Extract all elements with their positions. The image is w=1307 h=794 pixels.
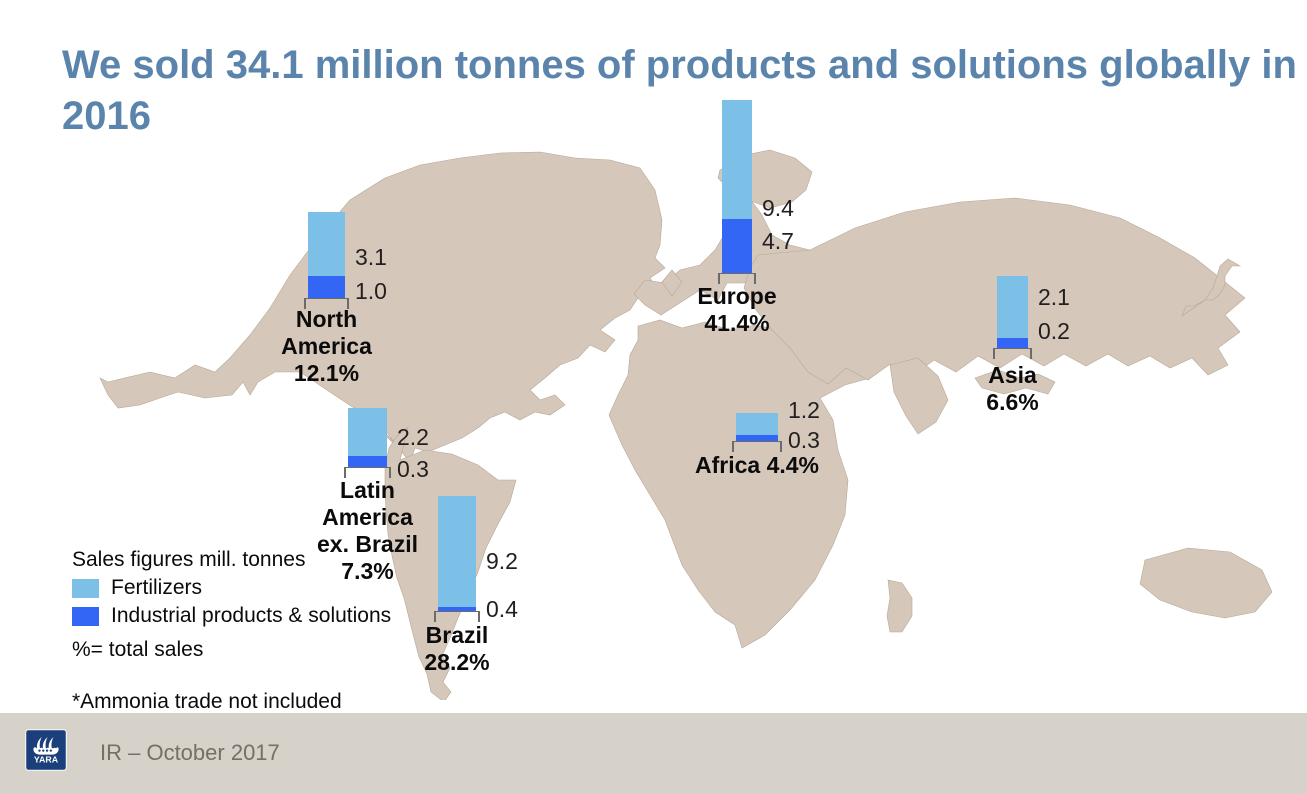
svg-text:YARA: YARA	[34, 755, 58, 765]
